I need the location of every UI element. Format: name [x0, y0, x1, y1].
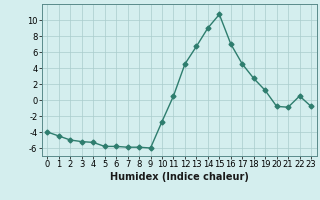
X-axis label: Humidex (Indice chaleur): Humidex (Indice chaleur) [110, 172, 249, 182]
